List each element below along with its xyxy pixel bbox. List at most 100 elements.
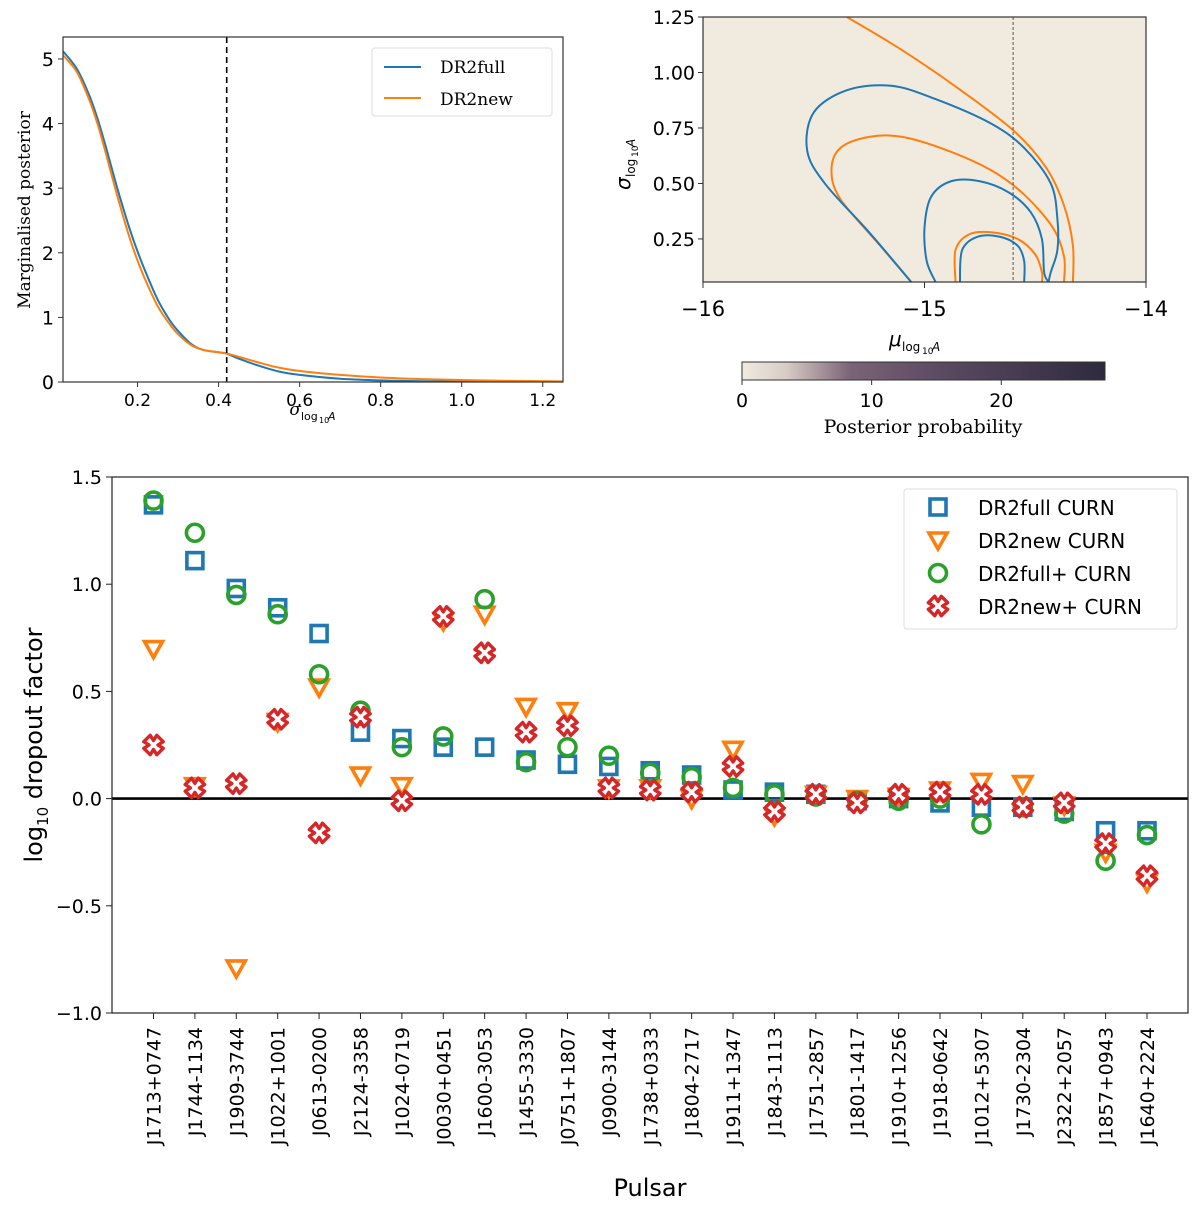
x-axis-label: σ log 10 A	[289, 400, 335, 425]
data-point	[1095, 850, 1116, 872]
x-tick-label: J1012+5307	[971, 1027, 993, 1146]
data-point	[514, 720, 538, 744]
legend-marker-square	[928, 497, 948, 517]
x-tick-label: J0751+1807	[557, 1027, 579, 1146]
data-point	[638, 778, 662, 802]
legend-marker-x_filled	[926, 594, 950, 618]
data-point	[680, 780, 704, 804]
x-tick-label: J0030+0451	[433, 1027, 455, 1146]
data-point	[389, 776, 414, 799]
curve-dr2new	[63, 54, 563, 382]
y-tick-label: 1.0	[72, 574, 102, 596]
svg-text:10: 10	[631, 145, 641, 157]
y-tick-label: 0.50	[653, 173, 695, 195]
contour-dr2full-middle	[923, 178, 1050, 282]
data-point	[928, 780, 952, 804]
legend-label-dr2full: DR2full	[440, 58, 505, 78]
x-tick-label: 0.6	[286, 391, 313, 411]
heatmap-density-peak	[962, 203, 1038, 282]
legend: DR2full DR2new	[371, 47, 553, 117]
data-point	[473, 641, 497, 665]
y-axis-label: log10 dropout factor	[20, 627, 52, 862]
colorbar-tick-label: 20	[989, 390, 1013, 412]
colorbar: 0 10 20 Posterior probability	[736, 361, 1106, 438]
plot-frame	[62, 36, 564, 383]
data-point	[267, 603, 288, 625]
contour-dr2new-outer	[846, 17, 1075, 282]
x-tick-label: 0.2	[124, 391, 151, 411]
y-tick-label: 5	[42, 49, 54, 71]
data-point	[474, 588, 495, 610]
x-tick-label: 0.4	[205, 391, 232, 411]
data-point	[597, 776, 621, 800]
x-tick-label: J1713+0747	[144, 1027, 166, 1146]
data-point	[349, 705, 372, 729]
x-tick-label: J1022+1001	[268, 1027, 290, 1146]
data-point	[598, 745, 620, 767]
data-point	[971, 814, 992, 835]
dropout-factor-chart: J1713+0747 J1744-1134 J1909-3744 J1022+1001…	[20, 467, 1189, 1202]
data-point	[555, 701, 580, 724]
x-tick-label: J1751-2857	[806, 1027, 828, 1137]
contour-dr2new-middle	[830, 134, 1066, 282]
legend-label: DR2new CURN	[978, 529, 1125, 553]
data-point	[308, 663, 330, 685]
x-axis-label: Pulsar	[613, 1174, 686, 1202]
data-point	[1012, 796, 1034, 818]
x-tick-label: J0613-0200	[309, 1027, 331, 1137]
data-point	[390, 789, 414, 813]
data-point	[307, 821, 331, 845]
contour-dr2full-outer	[805, 84, 1060, 282]
y-tick-label: 0.75	[653, 118, 695, 140]
legend-label: DR2full CURN	[978, 496, 1115, 520]
data-point	[474, 737, 495, 757]
x-tick-label: J1640+2224	[1137, 1027, 1159, 1146]
colorbar-label: Posterior probability	[824, 416, 1023, 438]
svg-text:A: A	[931, 340, 940, 354]
data-point	[557, 736, 578, 758]
data-point	[472, 605, 497, 627]
data-point	[764, 784, 785, 805]
x-tick-label: J2124-3358	[350, 1027, 372, 1137]
legend-label: DR2full+ CURN	[978, 562, 1131, 586]
marginal-posterior-chart: 0.2 0.4 0.6 0.8 1.0 1.2 0 1 2 3 4 5 σ log 10 A Mar…	[15, 36, 564, 425]
y-tick-label: 0.25	[653, 229, 695, 251]
data-point	[348, 766, 373, 788]
y-tick-label: 1.00	[653, 62, 695, 84]
x-tick-label: J1909-3744	[226, 1027, 248, 1137]
y-tick-label: 3	[42, 178, 54, 200]
y-tick-label: −1.0	[56, 1003, 102, 1025]
x-tick-label: J1730-2304	[1013, 1027, 1035, 1137]
x-tick-label: J1744-1134	[185, 1027, 207, 1137]
data-point	[804, 782, 828, 806]
x-tick-label: J1804-2717	[682, 1027, 704, 1137]
data-point	[307, 678, 332, 700]
legend-label-dr2new: DR2new	[440, 90, 513, 110]
x-tick-label: J1455-3330	[516, 1027, 538, 1137]
svg-text:A: A	[327, 410, 336, 423]
data-point	[431, 604, 455, 628]
x-tick-label: J1911+1347	[723, 1027, 745, 1146]
svg-text:μ: μ	[888, 327, 902, 351]
data-point	[432, 726, 454, 747]
data-point	[721, 755, 745, 778]
x-tick-label: J1918-0642	[930, 1027, 952, 1137]
y-tick-label: 1	[42, 307, 54, 329]
x-tick-label: −16	[681, 297, 725, 321]
y-tick-label: 0.5	[72, 681, 102, 703]
data-point	[556, 714, 579, 738]
data-point	[599, 756, 619, 777]
data-point	[225, 584, 247, 606]
svg-text:σ: σ	[289, 400, 301, 420]
data-point	[639, 762, 661, 784]
data-point	[1094, 832, 1117, 856]
y-tick-label: 1.25	[653, 7, 695, 29]
data-point	[722, 777, 744, 799]
data-point	[763, 800, 786, 823]
data-point	[185, 550, 205, 571]
series-dr2new-curn	[142, 604, 1159, 888]
x-tick-label: J0900-3144	[599, 1027, 621, 1137]
svg-text:log: log	[624, 159, 638, 177]
x-tick-label: −15	[902, 297, 946, 321]
